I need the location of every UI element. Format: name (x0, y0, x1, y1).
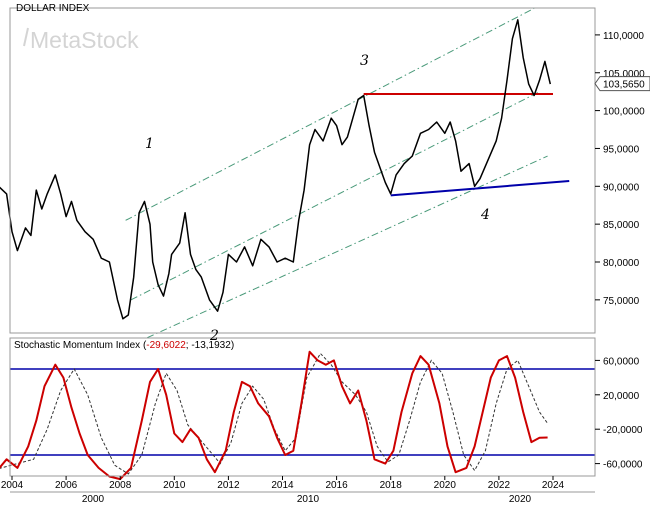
channel-line (125, 7, 535, 221)
smi-title-part: ; (186, 340, 192, 351)
x-tick-label: 2008 (109, 480, 132, 491)
x-tick-label: 2020 (434, 480, 457, 491)
x-tick-label: 2024 (542, 480, 565, 491)
price-y-tick-label: 100,0000 (603, 107, 645, 118)
decade-label: 2010 (297, 494, 320, 505)
price-y-tick-label: 80,0000 (603, 258, 640, 269)
price-y-tick-label: 110,0000 (603, 31, 644, 42)
wave-label: 4 (480, 207, 490, 223)
smi-panel-frame (9, 337, 596, 477)
smi-y-tick-label: -60,0000 (603, 460, 643, 471)
support-line (390, 180, 570, 197)
smi-main-line (0, 350, 548, 481)
smi-title-part: Stochastic Momentum Index ( (14, 340, 147, 351)
last-value-box (594, 76, 650, 92)
x-tick-label: 2006 (55, 480, 78, 491)
price-y-tick-label: 105,0000 (603, 69, 645, 80)
smi-y-tick-label: 20,0000 (603, 391, 640, 402)
price-y-tick-label: 95,0000 (603, 144, 640, 155)
wave-label: 2 (209, 328, 219, 344)
x-tick-label: 2004 (1, 480, 24, 491)
x-tick-label: 2018 (380, 480, 403, 491)
decade-label: 2000 (82, 494, 105, 505)
price-chart-title: DOLLAR INDEX (16, 3, 90, 14)
price-panel-frame (9, 7, 596, 334)
x-tick-label: 2016 (325, 480, 348, 491)
x-tick-label: 2014 (271, 480, 294, 491)
x-tick-label: 2010 (163, 480, 186, 491)
last-value-label: 103,5650 (603, 80, 645, 91)
watermark-text: MetaStock (30, 27, 139, 53)
metastock-logo-icon (23, 27, 29, 47)
smi-title-part: -29,6022 (146, 340, 186, 351)
price-y-tick-label: 75,0000 (603, 296, 640, 307)
smi-y-tick-label: 60,0000 (603, 356, 640, 367)
price-y-tick-label: 90,0000 (603, 182, 640, 193)
x-tick-label: 2022 (488, 480, 511, 491)
channel-line (130, 91, 540, 301)
smi-title-part: ) (231, 340, 234, 351)
decade-label: 2020 (509, 494, 532, 505)
smi-chart-title: Stochastic Momentum Index (-29,6022; -13… (14, 340, 234, 351)
wave-label: 3 (360, 53, 369, 69)
price-y-tick-label: 85,0000 (603, 220, 640, 231)
price-series-line (0, 19, 552, 320)
smi-y-tick-label: -20,0000 (603, 425, 643, 436)
wave-label: 1 (145, 136, 154, 152)
x-tick-label: 2012 (217, 480, 240, 491)
smi-title-part: -13,1932 (191, 340, 231, 351)
